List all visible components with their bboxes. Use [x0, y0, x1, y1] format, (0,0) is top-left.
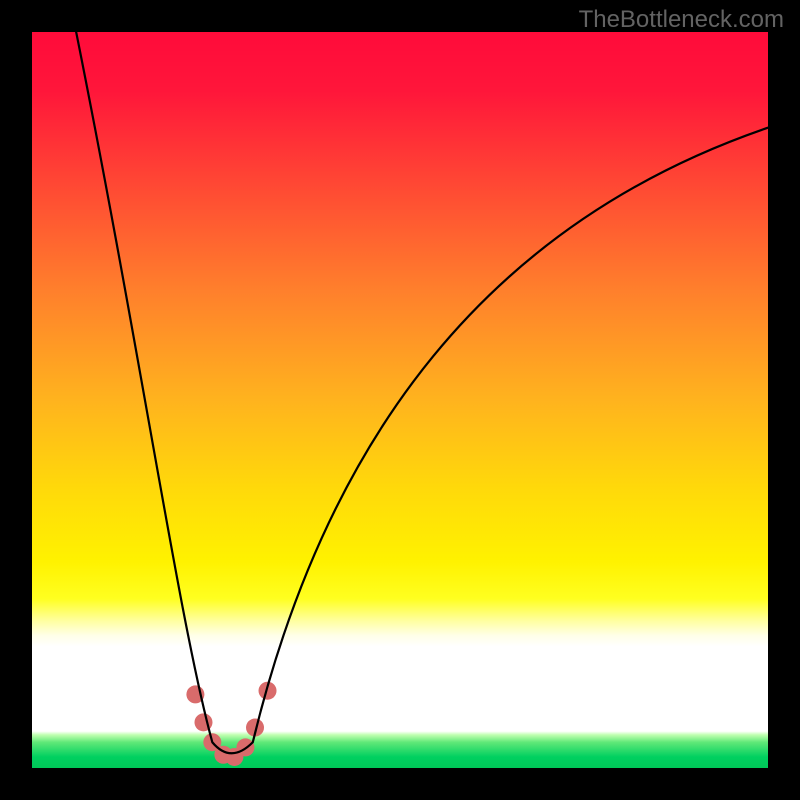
bottleneck-curve: [32, 32, 768, 768]
outer-frame: TheBottleneck.com: [0, 0, 800, 800]
watermark-text: TheBottleneck.com: [579, 6, 784, 34]
curve-path: [76, 32, 768, 753]
plot-area: [32, 32, 768, 768]
